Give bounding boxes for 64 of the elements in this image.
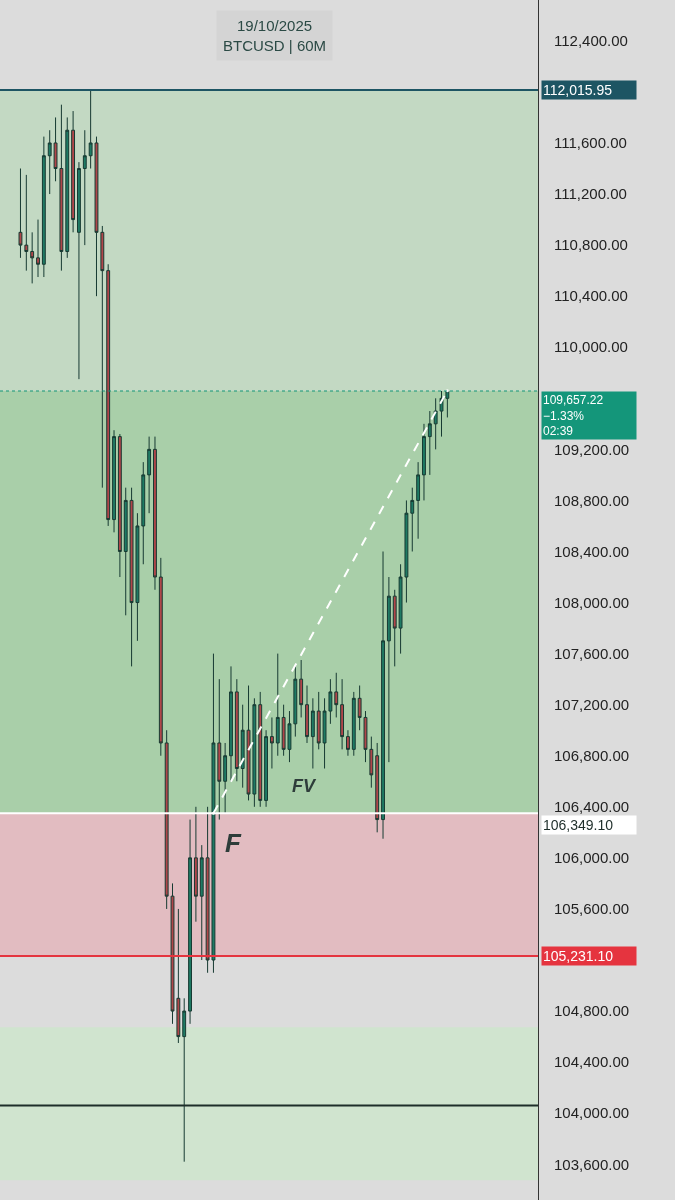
candlestick bbox=[117, 433, 122, 578]
y-tick-label: 112,400.00 bbox=[554, 32, 628, 50]
ref-line-label: 109,657.22 −1.33% 02:39 bbox=[543, 393, 604, 439]
candlestick bbox=[351, 691, 356, 757]
candlestick bbox=[112, 429, 116, 533]
candlestick bbox=[305, 685, 309, 744]
candlestick bbox=[269, 716, 274, 770]
y-tick-label: 106,400.00 bbox=[554, 798, 630, 816]
y-tick-label: 111,600.00 bbox=[554, 134, 627, 152]
candlestick bbox=[334, 672, 339, 718]
candlestick bbox=[386, 576, 391, 763]
text: BTCUSD | 60M bbox=[223, 36, 327, 54]
y-tick-label: 104,800.00 bbox=[554, 1002, 630, 1020]
text: 19/10/2025 bbox=[237, 17, 313, 34]
y-tick-label: 104,400.00 bbox=[554, 1053, 630, 1071]
y-tick-label: 103,600.00 bbox=[554, 1155, 630, 1173]
y-tick-label: 108,800.00 bbox=[554, 491, 630, 509]
candlestick bbox=[41, 136, 46, 278]
y-tick-label: 106,000.00 bbox=[554, 849, 630, 867]
candlestick bbox=[36, 219, 40, 278]
annotation: F bbox=[225, 828, 242, 858]
candlestick bbox=[381, 550, 385, 840]
y-tick-label: 106,800.00 bbox=[554, 746, 630, 764]
candlestick bbox=[422, 423, 426, 501]
candlestick bbox=[340, 678, 345, 750]
candlestick bbox=[193, 806, 198, 923]
y-tick-label: 110,000.00 bbox=[554, 338, 628, 356]
y-tick-label: 105,600.00 bbox=[554, 900, 630, 918]
y-tick-label: 110,800.00 bbox=[554, 236, 628, 254]
candlestick bbox=[65, 116, 70, 259]
y-tick-label: 110,400.00 bbox=[554, 287, 628, 305]
candlestick bbox=[158, 557, 163, 757]
y-tick-label: 108,400.00 bbox=[554, 542, 630, 560]
y-tick-label: 108,000.00 bbox=[554, 593, 630, 611]
candlestick bbox=[223, 742, 228, 814]
candlestick bbox=[153, 436, 157, 591]
candlestick bbox=[258, 691, 263, 808]
ref-line-label: 106,349.10 bbox=[543, 817, 614, 833]
candlestick bbox=[229, 665, 233, 782]
candlestick bbox=[30, 231, 35, 284]
y-tick-label: 107,200.00 bbox=[554, 695, 630, 713]
candlestick bbox=[188, 819, 192, 1025]
candlestick bbox=[375, 742, 380, 833]
candlestick bbox=[106, 263, 111, 527]
candlestick bbox=[147, 436, 152, 514]
candlestick bbox=[77, 161, 81, 380]
ref-line-label: 112,015.95 bbox=[543, 82, 613, 98]
ref-line-label: 105,231.10 bbox=[543, 948, 614, 964]
candlestick bbox=[234, 678, 239, 782]
y-tick-label: 111,200.00 bbox=[554, 185, 627, 203]
candlestick bbox=[82, 129, 87, 246]
annotation: FV bbox=[292, 776, 317, 796]
candlestick bbox=[416, 461, 421, 540]
y-tick-label: 104,000.00 bbox=[554, 1104, 630, 1122]
candlestick bbox=[199, 844, 204, 961]
candlestick bbox=[427, 410, 432, 476]
candlestick bbox=[71, 110, 76, 233]
candlestick bbox=[275, 653, 280, 757]
y-tick-label: 107,600.00 bbox=[554, 644, 630, 662]
y-tick-label: 109,200.00 bbox=[554, 440, 630, 458]
candlestick bbox=[299, 659, 304, 718]
candlestick bbox=[310, 697, 315, 770]
candlestick bbox=[264, 729, 269, 808]
candlestick bbox=[346, 729, 350, 757]
